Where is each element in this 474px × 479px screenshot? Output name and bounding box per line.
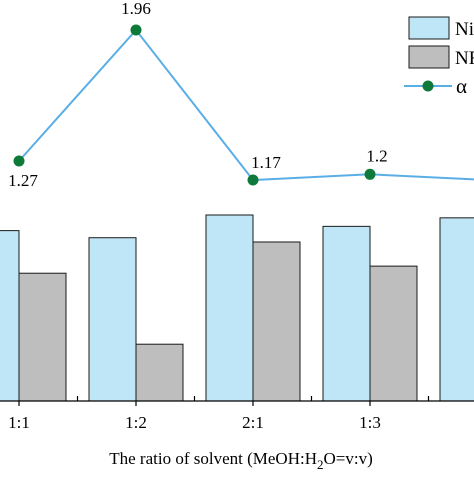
legend-marker-alpha bbox=[422, 80, 434, 92]
bar-series1-4 bbox=[322, 225, 371, 402]
x-tick-label-2: 1:2 bbox=[125, 413, 147, 432]
alpha-point-3 bbox=[247, 174, 259, 186]
x-axis-title: The ratio of solvent (MeOH:H2O=v:v) bbox=[109, 449, 372, 472]
legend-swatch-1 bbox=[408, 16, 450, 40]
x-axis-title-part-2: O=v:v) bbox=[323, 449, 372, 468]
legend-label-1: Ni bbox=[455, 19, 474, 40]
line-layer: 1.27 1.96 1.17 1.2 bbox=[8, 0, 474, 190]
x-tick-label-1: 1:1 bbox=[8, 413, 30, 432]
x-axis-title-part-1: The ratio of solvent (MeOH:H bbox=[109, 449, 317, 468]
bar-series2-2 bbox=[135, 343, 184, 402]
alpha-label-4: 1.2 bbox=[366, 146, 387, 165]
bars-layer bbox=[0, 214, 474, 402]
alpha-label-1: 1.27 bbox=[8, 171, 38, 190]
bar-series2-4 bbox=[369, 265, 418, 402]
legend-label-2: NF bbox=[455, 48, 474, 69]
alpha-point-2 bbox=[130, 24, 142, 36]
bar-series1-3 bbox=[205, 214, 254, 402]
bar-series1-1 bbox=[0, 230, 20, 402]
legend-swatch-2 bbox=[408, 45, 450, 69]
bar-series1-2 bbox=[88, 237, 137, 402]
bar-series2-1 bbox=[18, 272, 67, 402]
line-alpha bbox=[18, 28, 474, 182]
axis-layer: 1:1 1:2 2:1 1:3 bbox=[0, 396, 474, 432]
alpha-point-1 bbox=[13, 155, 25, 167]
alpha-label-2: 1.96 bbox=[121, 0, 151, 18]
legend: Ni NF α bbox=[404, 16, 474, 98]
x-axis-title-subscript: 2 bbox=[317, 457, 324, 472]
alpha-label-3: 1.17 bbox=[251, 153, 281, 172]
bar-series2-3 bbox=[252, 241, 301, 402]
alpha-point-4 bbox=[364, 168, 376, 180]
bar-series1-5 bbox=[439, 217, 474, 402]
legend-label-3: α bbox=[456, 74, 467, 98]
x-tick-label-3: 2:1 bbox=[242, 413, 264, 432]
x-tick-label-4: 1:3 bbox=[359, 413, 381, 432]
